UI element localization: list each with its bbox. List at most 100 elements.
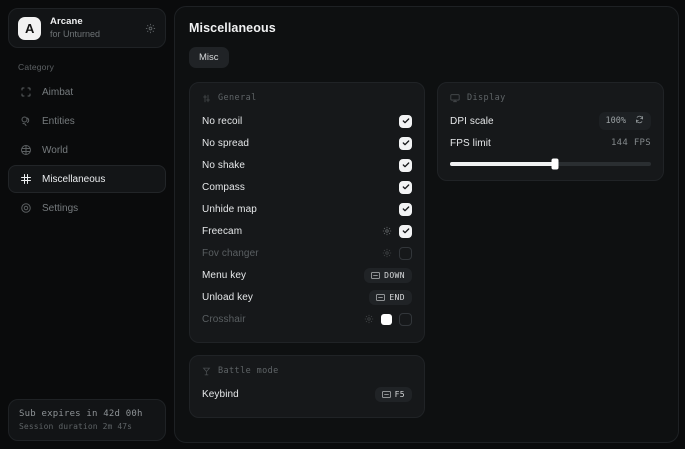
main-content: Miscellaneous Misc General bbox=[174, 6, 679, 443]
keyboard-icon bbox=[376, 293, 386, 301]
color-swatch-crosshair[interactable] bbox=[381, 313, 392, 325]
row-dpi-scale: DPI scale 100% bbox=[450, 110, 651, 132]
sidebar-item-aimbot[interactable]: Aimbat bbox=[8, 78, 166, 106]
session-duration: Session duration 2m 47s bbox=[19, 422, 133, 431]
row-label: Unload key bbox=[202, 291, 254, 303]
sidebar-item-label: Aimbat bbox=[42, 86, 74, 98]
row-freecam: Freecam bbox=[202, 220, 412, 242]
row-control bbox=[399, 158, 412, 172]
row-label: Compass bbox=[202, 181, 245, 193]
status-card: Sub expires in 42d 00h Session duration … bbox=[8, 399, 166, 441]
row-label: Crosshair bbox=[202, 313, 246, 325]
fps-limit-slider[interactable] bbox=[450, 158, 651, 170]
slider-fill bbox=[450, 162, 555, 166]
row-fov-changer: Fov changer bbox=[202, 242, 412, 264]
row-no-recoil: No recoil bbox=[202, 110, 412, 132]
keybind-value: F5 bbox=[394, 389, 405, 399]
sidebar-item-settings[interactable]: Settings bbox=[8, 194, 166, 222]
checkbox-fov-changer[interactable] bbox=[399, 246, 412, 260]
battle-mode-card: Battle mode Keybind F5 bbox=[189, 355, 425, 418]
battle-icon bbox=[202, 367, 211, 376]
right-column: Display DPI scale 100% bbox=[437, 82, 664, 193]
row-unhide-map: Unhide map bbox=[202, 198, 412, 220]
slider-thumb[interactable] bbox=[551, 158, 559, 170]
row-fps-limit: FPS limit 144 FPS bbox=[450, 132, 651, 154]
keybind-value: DOWN bbox=[384, 270, 405, 280]
row-control bbox=[399, 180, 412, 194]
row-control bbox=[382, 246, 412, 260]
gear-icon[interactable] bbox=[382, 248, 392, 258]
row-control: F5 bbox=[374, 386, 412, 402]
row-label: Unhide map bbox=[202, 203, 257, 215]
category-label: Category bbox=[18, 62, 55, 72]
row-crosshair: Crosshair bbox=[202, 308, 412, 330]
display-heading: Display bbox=[450, 93, 651, 103]
row-control bbox=[399, 136, 412, 150]
row-label: No shake bbox=[202, 159, 246, 171]
general-heading: General bbox=[202, 93, 412, 103]
sidebar-item-miscellaneous[interactable]: Miscellaneous bbox=[8, 165, 166, 193]
gear-icon[interactable] bbox=[364, 314, 374, 324]
refresh-icon[interactable] bbox=[635, 115, 644, 127]
row-control: DOWN bbox=[364, 267, 412, 283]
brand-card[interactable]: A Arcane for Unturned bbox=[8, 8, 166, 48]
keyboard-icon bbox=[371, 271, 381, 279]
panel-columns: General No recoil No spread bbox=[189, 82, 664, 430]
sidebar-item-label: World bbox=[42, 144, 68, 156]
checkbox-unhide-map[interactable] bbox=[399, 202, 412, 216]
display-card: Display DPI scale 100% bbox=[437, 82, 664, 181]
left-column: General No recoil No spread bbox=[189, 82, 425, 430]
sidebar-item-label: Miscellaneous bbox=[42, 173, 106, 185]
brand-title: Arcane bbox=[50, 15, 83, 27]
display-heading-label: Display bbox=[467, 93, 506, 103]
checkbox-freecam[interactable] bbox=[399, 224, 412, 238]
battle-mode-heading-label: Battle mode bbox=[218, 366, 279, 376]
row-label: Freecam bbox=[202, 225, 243, 237]
row-compass: Compass bbox=[202, 176, 412, 198]
keyboard-icon bbox=[381, 390, 391, 398]
general-heading-label: General bbox=[218, 93, 257, 103]
checkbox-no-recoil[interactable] bbox=[399, 114, 412, 128]
dpi-scale-control[interactable]: 100% bbox=[598, 112, 651, 130]
sidebar-item-entities[interactable]: Entities bbox=[8, 107, 166, 135]
brand-text: Arcane for Unturned bbox=[50, 15, 136, 39]
keybind-menu-key[interactable]: DOWN bbox=[364, 267, 412, 283]
sidebar-nav: Aimbat Entities World bbox=[8, 78, 166, 222]
sidebar-item-label: Entities bbox=[42, 115, 75, 127]
grid-icon bbox=[19, 173, 32, 185]
row-control bbox=[364, 312, 412, 326]
row-control bbox=[382, 224, 412, 238]
monitor-icon bbox=[450, 93, 460, 103]
tab-misc[interactable]: Misc bbox=[189, 47, 229, 68]
checkbox-crosshair[interactable] bbox=[399, 312, 412, 326]
avatar: A bbox=[18, 16, 41, 40]
page-title: Miscellaneous bbox=[189, 21, 276, 35]
sidebar-item-world[interactable]: World bbox=[8, 136, 166, 164]
row-label: Menu key bbox=[202, 269, 247, 281]
fps-limit-value: 144 FPS bbox=[610, 138, 651, 148]
checkbox-no-shake[interactable] bbox=[399, 158, 412, 172]
row-label: Fov changer bbox=[202, 247, 259, 259]
sidebar-item-label: Settings bbox=[42, 202, 79, 214]
tab-bar: Misc bbox=[189, 47, 664, 68]
subscription-status: Sub expires in 42d 00h bbox=[19, 409, 143, 419]
row-label: Keybind bbox=[202, 388, 239, 400]
keybind-battle-mode[interactable]: F5 bbox=[374, 386, 412, 402]
row-unload-key: Unload key END bbox=[202, 286, 412, 308]
row-control bbox=[399, 114, 412, 128]
row-no-spread: No spread bbox=[202, 132, 412, 154]
target-icon bbox=[19, 86, 32, 98]
keybind-unload-key[interactable]: END bbox=[369, 289, 412, 305]
battle-mode-heading: Battle mode bbox=[202, 366, 412, 376]
checkbox-compass[interactable] bbox=[399, 180, 412, 194]
gear-icon[interactable] bbox=[382, 226, 392, 236]
row-label: No recoil bbox=[202, 115, 243, 127]
row-keybind: Keybind F5 bbox=[202, 383, 412, 405]
gear-icon[interactable] bbox=[145, 23, 156, 34]
row-label: DPI scale bbox=[450, 115, 494, 127]
general-card: General No recoil No spread bbox=[189, 82, 425, 343]
row-control bbox=[399, 202, 412, 216]
sidebar: A Arcane for Unturned Category bbox=[0, 0, 174, 449]
checkbox-no-spread[interactable] bbox=[399, 136, 412, 150]
